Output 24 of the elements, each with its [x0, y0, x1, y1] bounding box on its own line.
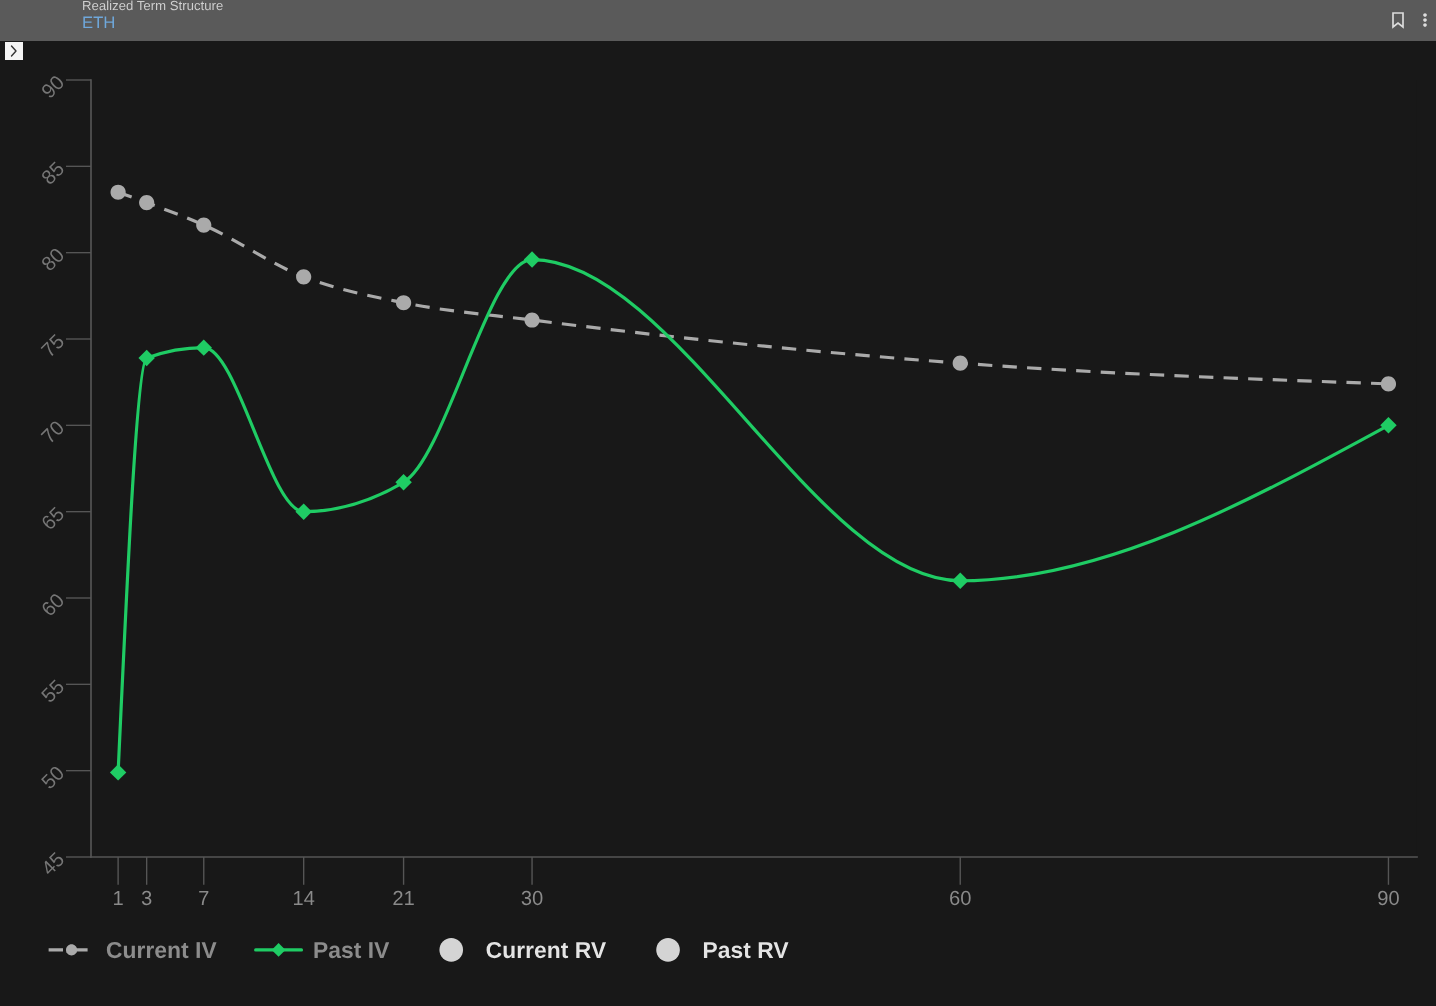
x-tick-label: 1: [114, 891, 123, 905]
x-tick-label: 90: [1378, 890, 1399, 906]
x-tick-label: 21: [393, 890, 414, 905]
y-tick-label: 55: [40, 678, 66, 704]
y-tick-label: 75: [40, 333, 66, 358]
legend-label: Past IV: [314, 942, 390, 959]
x-tick-label: 14: [294, 891, 315, 905]
legend-label: Current IV: [106, 941, 217, 959]
y-tick-label: 65: [40, 506, 66, 531]
y-tick-label: 45: [40, 851, 66, 877]
legend-label: Past RV: [703, 942, 789, 959]
chart-subtitle: ETH: [83, 16, 114, 29]
y-tick-label: 80: [40, 246, 66, 272]
y-tick-label: 70: [40, 419, 66, 445]
x-tick-label: 3: [141, 890, 152, 906]
chart-title: Realized Term Structure: [83, 0, 223, 11]
x-tick-label: 7: [199, 891, 209, 905]
y-tick-label: 60: [40, 592, 66, 617]
y-tick-label: 50: [40, 764, 66, 790]
x-tick-label: 60: [950, 890, 971, 906]
y-tick-label: 85: [40, 160, 66, 186]
y-tick-label: 90: [40, 74, 66, 99]
legend-label: Current RV: [486, 941, 607, 959]
x-tick-label: 30: [521, 890, 543, 906]
